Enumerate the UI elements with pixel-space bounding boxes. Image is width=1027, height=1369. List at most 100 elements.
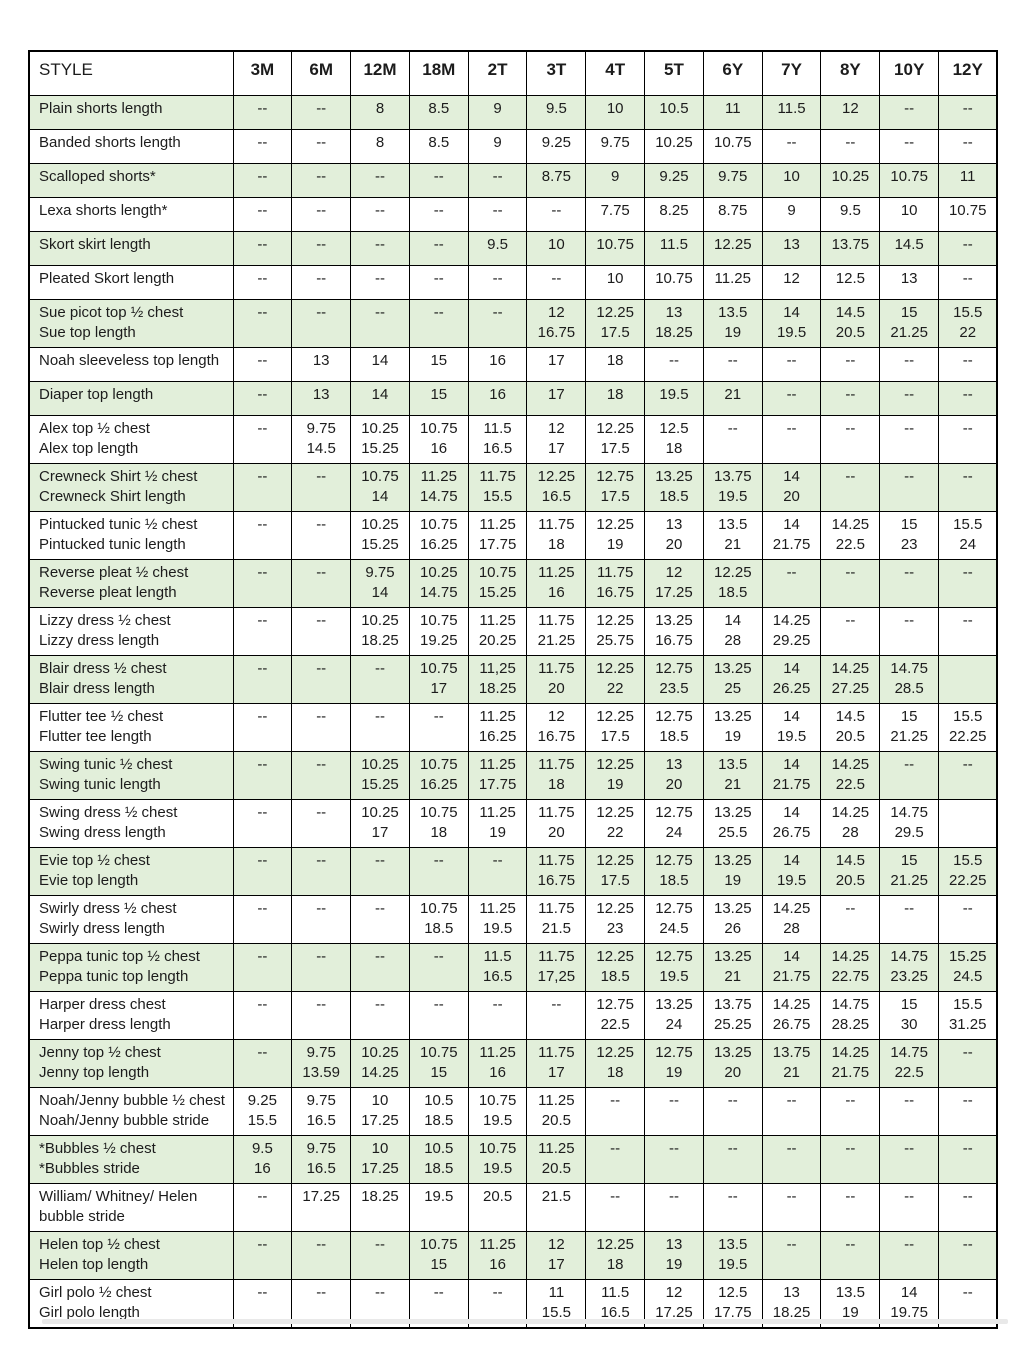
table-cell: 12 16.75: [526, 299, 587, 348]
cell-value: 13.25: [714, 660, 752, 677]
row-label-line: William/ Whitney/ Helen: [39, 1188, 198, 1205]
cell-value: 9: [787, 202, 796, 219]
table-cell: 12.75 24: [644, 799, 704, 848]
column-header-size: 8Y: [820, 50, 881, 96]
cell-value: 13: [665, 1236, 683, 1253]
row-label-line: Pleated Skort length: [39, 270, 175, 287]
cell-value: 10.25: [655, 134, 693, 151]
cell-value: 20: [548, 824, 565, 841]
cell-value: 19: [489, 824, 506, 841]
cell-value: 16.75: [537, 872, 576, 889]
table-cell: --: [938, 1087, 998, 1136]
cell-value: --: [257, 1236, 268, 1253]
table-cell: 8.25: [644, 197, 704, 232]
table-cell: 12.25 18.5: [585, 943, 646, 992]
cell-value: --: [316, 900, 327, 917]
column-header-size: 10Y: [879, 50, 940, 96]
table-cell: 10.25: [820, 163, 881, 198]
cell-value: 16.75: [596, 584, 634, 601]
table-cell: 13: [879, 265, 940, 300]
cell-value: --: [257, 948, 268, 965]
cell-value: 16: [548, 584, 565, 601]
cell-value: --: [845, 386, 856, 403]
table-cell: 12 17.25: [644, 559, 704, 608]
table-cell: 13.25 24: [644, 991, 704, 1040]
table-cell: --: [467, 299, 528, 348]
table-cell: --: [232, 895, 293, 944]
cell-value: 18.5: [424, 1112, 454, 1129]
cell-value: --: [257, 168, 268, 185]
cell-value: 20.5: [541, 1112, 571, 1129]
cell-value: 16.5: [306, 1160, 336, 1177]
row-label: Alex top ½ chest Alex top length: [28, 415, 234, 464]
cell-value: --: [433, 852, 444, 869]
table-cell: [938, 655, 998, 704]
table-cell: --: [291, 655, 352, 704]
table-cell: --: [291, 799, 352, 848]
cell-value: 27.25: [831, 680, 870, 697]
table-cell: --: [232, 463, 293, 512]
table-cell: 13: [291, 347, 352, 382]
cell-value: 16: [489, 1064, 506, 1081]
table-cell: --: [408, 943, 469, 992]
cell-value: 10.25: [361, 420, 399, 437]
table-cell: 10: [879, 197, 940, 232]
row-label-line: Peppa tunic top ½ chest: [39, 948, 200, 965]
column-header-style: STYLE: [28, 50, 234, 96]
table-cell: 9: [585, 163, 646, 198]
table-row: Peppa tunic top ½ chest Peppa tunic top l…: [28, 943, 998, 992]
table-cell: --: [467, 197, 528, 232]
table-cell: 12.5: [820, 265, 881, 300]
cell-value: 12: [842, 100, 859, 117]
cell-value: 18.5: [659, 872, 689, 889]
table-cell: --: [938, 1135, 998, 1184]
cell-value: --: [316, 660, 327, 677]
cell-value: 9.5: [545, 100, 567, 117]
table-cell: --: [820, 895, 881, 944]
cell-value: 20: [665, 776, 683, 793]
cell-value: 11.75: [538, 660, 575, 677]
row-label-line: Girl polo length: [39, 1304, 140, 1321]
cell-value: --: [727, 420, 738, 437]
column-header-size: 6Y: [702, 50, 763, 96]
table-cell: 12.75 19.5: [644, 943, 704, 992]
cell-value: 22.75: [831, 968, 870, 985]
table-cell: 14.25 22.5: [820, 751, 881, 800]
table-row: Harper dress chest Harper dress length -- -…: [28, 991, 998, 1040]
table-cell: 10.5 18.5: [408, 1135, 469, 1184]
cell-value: --: [316, 100, 327, 117]
table-cell: --: [526, 265, 587, 300]
cell-value: --: [962, 1188, 973, 1205]
cell-value: 18: [606, 1064, 624, 1081]
cell-value: --: [257, 804, 268, 821]
table-row: Pleated Skort length -- -- -- -- -- -- 10 10.75 1…: [28, 265, 998, 300]
cell-value: --: [257, 564, 268, 581]
table-cell: --: [879, 559, 940, 608]
table-cell: 11.75 18: [526, 511, 587, 560]
table-cell: 12.25 18: [585, 1039, 646, 1088]
cell-value: 8.25: [659, 202, 689, 219]
cell-value: 12.25: [596, 516, 634, 533]
cell-value: 12.75: [655, 708, 693, 725]
cell-value: 21.75: [831, 1064, 870, 1081]
table-cell: --: [820, 559, 881, 608]
cell-value: 20: [548, 680, 565, 697]
cell-value: 14.25: [831, 516, 870, 533]
cell-value: 20.5: [835, 872, 865, 889]
cell-value: 12: [548, 1236, 565, 1253]
cell-value: 11: [548, 1284, 565, 1301]
table-cell: 13.75: [820, 231, 881, 266]
table-cell: 10.5 18.5: [408, 1087, 469, 1136]
row-label-line: *Bubbles stride: [39, 1160, 140, 1177]
table-cell: 9.25: [526, 129, 587, 164]
cell-value: 19.25: [420, 632, 458, 649]
cell-value: 13: [783, 1284, 800, 1301]
table-cell: --: [291, 943, 352, 992]
row-label: Evie top ½ chest Evie top length: [28, 847, 234, 896]
table-cell: 13.75 21: [761, 1039, 822, 1088]
row-label-line: Crewneck Shirt length: [39, 488, 186, 505]
cell-value: 17.25: [361, 1160, 399, 1177]
table-cell: --: [350, 163, 410, 198]
cell-value: 19.5: [776, 872, 807, 889]
